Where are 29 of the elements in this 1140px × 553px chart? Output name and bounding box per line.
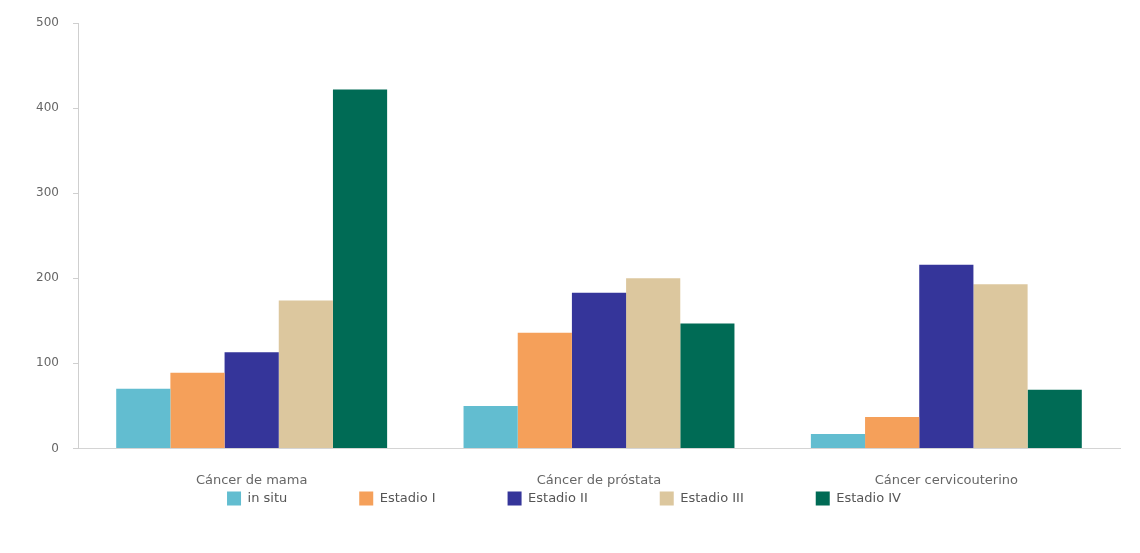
bar	[865, 416, 920, 448]
bar	[973, 284, 1028, 448]
y-tick-label: 0	[51, 440, 59, 455]
y-tick-label: 200	[36, 270, 59, 285]
x-tick-label: Cáncer de próstata	[536, 471, 662, 487]
bar	[810, 433, 866, 448]
bar	[463, 405, 518, 448]
bar	[278, 300, 333, 448]
bar	[919, 264, 974, 448]
bar	[517, 332, 572, 448]
y-tick-label: 300	[36, 185, 59, 200]
legend-label: Estadio I	[379, 489, 436, 505]
bar	[1027, 389, 1082, 448]
legend-label: Estadio II	[528, 489, 588, 505]
bar	[626, 278, 681, 448]
bar	[116, 388, 171, 448]
legend-label: Estadio III	[680, 489, 744, 505]
legend-label: in situ	[247, 489, 288, 505]
x-tick-label: Cáncer cervicouterino	[874, 471, 1019, 487]
bar	[680, 323, 735, 448]
y-tick-label: 100	[36, 355, 59, 370]
legend-label: Estadio IV	[836, 489, 902, 505]
bar	[571, 292, 627, 448]
y-tick-label: 500	[36, 15, 59, 30]
bar	[332, 89, 388, 448]
bar	[170, 372, 225, 448]
x-tick-label: Cáncer de mama	[195, 471, 308, 487]
y-tick-label: 400	[36, 100, 59, 115]
bar	[224, 352, 279, 448]
